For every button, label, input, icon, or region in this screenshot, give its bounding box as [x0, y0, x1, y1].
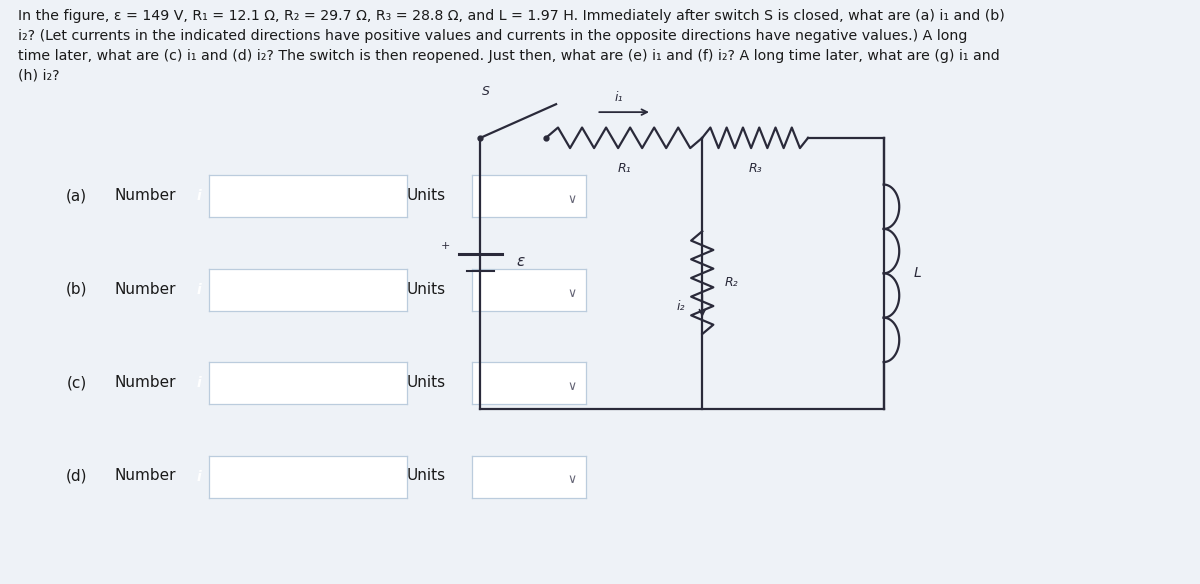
Text: Number: Number	[114, 468, 176, 484]
Text: ∨: ∨	[568, 474, 576, 486]
Text: i: i	[197, 283, 202, 297]
Text: R₁: R₁	[617, 162, 631, 175]
Text: L: L	[914, 266, 922, 280]
Text: i₂: i₂	[676, 300, 684, 312]
Text: S: S	[481, 85, 490, 98]
Text: Units: Units	[407, 468, 446, 484]
Text: Units: Units	[407, 188, 446, 203]
Text: R₂: R₂	[725, 276, 738, 289]
Text: i: i	[197, 189, 202, 203]
Text: +: +	[440, 241, 450, 251]
Text: Units: Units	[407, 375, 446, 390]
Text: (a): (a)	[66, 188, 86, 203]
Text: Number: Number	[114, 188, 176, 203]
Text: ∨: ∨	[568, 193, 576, 206]
Text: i₁: i₁	[614, 91, 623, 104]
Text: (b): (b)	[65, 281, 86, 297]
Text: R₃: R₃	[749, 162, 762, 175]
Text: i: i	[197, 376, 202, 390]
Text: ε: ε	[517, 253, 526, 269]
Text: (c): (c)	[67, 375, 86, 390]
Text: Number: Number	[114, 281, 176, 297]
Text: Units: Units	[407, 281, 446, 297]
Text: i: i	[197, 470, 202, 484]
Text: In the figure, ε = 149 V, R₁ = 12.1 Ω, R₂ = 29.7 Ω, R₃ = 28.8 Ω, and L = 1.97 H.: In the figure, ε = 149 V, R₁ = 12.1 Ω, R…	[18, 9, 1006, 83]
Text: ∨: ∨	[568, 287, 576, 300]
Text: Number: Number	[114, 375, 176, 390]
Text: (d): (d)	[65, 468, 86, 484]
Text: ∨: ∨	[568, 380, 576, 393]
